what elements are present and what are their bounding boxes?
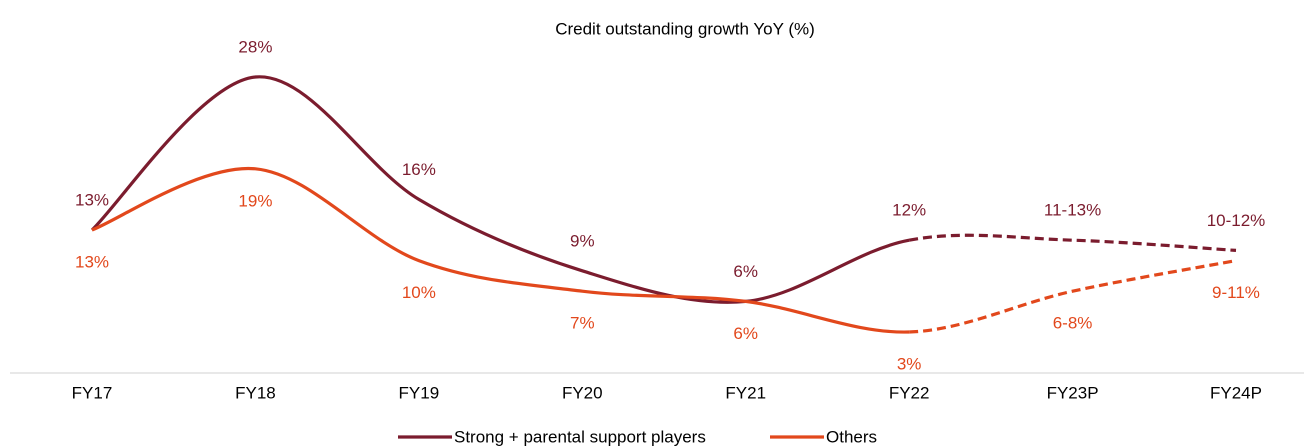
x-tick-label: FY19 (399, 383, 440, 402)
data-label: 11-13% (1044, 201, 1101, 220)
data-label: 3% (897, 354, 922, 373)
series-line (91, 167, 910, 334)
series-line (908, 233, 1237, 252)
data-label: 9-11% (1212, 283, 1260, 302)
x-tick-label: FY22 (889, 383, 930, 402)
legend-label: Strong + parental support players (454, 427, 706, 446)
data-label: 13% (75, 252, 109, 271)
data-label: 16% (402, 160, 436, 179)
data-label: 7% (570, 314, 595, 333)
data-label: 6% (733, 262, 758, 281)
legend-label: Others (826, 427, 877, 446)
series-line (90, 75, 910, 304)
data-label: 10% (402, 283, 436, 302)
data-label: 10-12% (1207, 211, 1266, 230)
data-label: 13% (75, 190, 109, 209)
x-tick-label: FY17 (72, 383, 113, 402)
data-label: 6-8% (1053, 314, 1093, 333)
data-label: 6% (733, 324, 758, 343)
chart-title: Credit outstanding growth YoY (%) (555, 19, 815, 38)
data-label: 9% (570, 231, 595, 250)
series-line (909, 259, 1237, 334)
data-label: 19% (238, 191, 272, 210)
x-tick-label: FY21 (725, 383, 766, 402)
x-tick-label: FY18 (235, 383, 276, 402)
data-label: 28% (238, 37, 272, 56)
x-tick-label: FY23P (1047, 383, 1099, 402)
x-tick-label: FY20 (562, 383, 603, 402)
x-tick-label: FY24P (1210, 383, 1262, 402)
data-label: 12% (892, 201, 926, 220)
